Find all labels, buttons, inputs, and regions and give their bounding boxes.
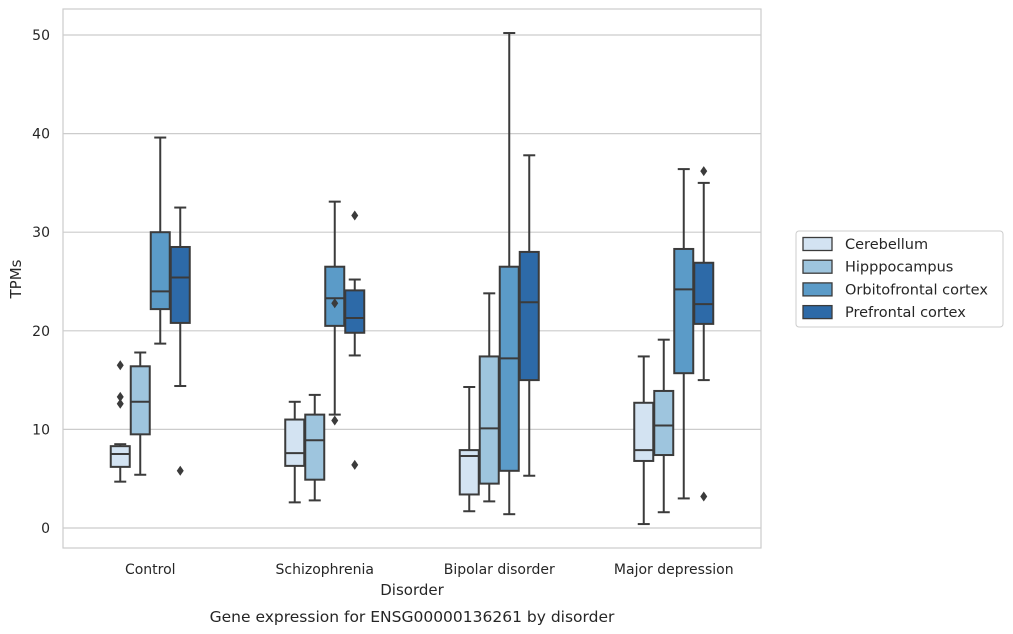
y-tick-labels: 0 10 20 30 40 50 (32, 28, 50, 537)
box (498, 265, 520, 472)
y-tick-label: 0 (41, 521, 50, 537)
outlier-point (331, 298, 339, 309)
series-hipppocampus (129, 292, 675, 514)
outlier-point (351, 459, 359, 470)
plot-frame (62, 8, 762, 549)
outlier-point (176, 465, 184, 476)
box (304, 413, 326, 481)
legend-swatch (802, 259, 833, 274)
box-group (344, 210, 366, 470)
box (109, 445, 131, 468)
legend-swatch (802, 304, 833, 320)
outlier-point (331, 415, 339, 426)
box (653, 389, 675, 457)
x-tick-label: Schizophrenia (276, 562, 374, 578)
outlier-point (116, 391, 124, 402)
outlier-point (116, 398, 124, 409)
box-group (693, 166, 715, 502)
legend-label: Cerebellum (845, 237, 928, 253)
box (518, 250, 540, 382)
legend: Cerebellum Hipppocampus Orbitofrontal cort… (795, 230, 1004, 328)
box (149, 231, 171, 311)
legend-label: Prefrontal cortex (845, 305, 966, 321)
box-group (129, 351, 151, 476)
outlier-point (700, 166, 708, 177)
box (633, 401, 655, 462)
box-group (109, 360, 131, 483)
box-group (169, 206, 191, 476)
outlier-point (351, 210, 359, 221)
box-group (633, 355, 655, 526)
box (673, 247, 695, 375)
x-tick-labels: Control Schizophrenia Bipolar disorder Majo… (125, 562, 734, 578)
x-axis-title: Disorder (380, 581, 444, 599)
box-series (109, 32, 715, 526)
box-group (458, 386, 480, 513)
box-group (478, 292, 500, 503)
box (478, 355, 500, 485)
series-prefrontal-cortex (169, 154, 715, 502)
x-tick-label: Bipolar disorder (444, 562, 555, 578)
y-tick-label: 20 (32, 324, 50, 340)
legend-label: Orbitofrontal cortex (845, 282, 988, 298)
series-cerebellum (109, 355, 655, 526)
y-axis-title: TPMs (7, 259, 25, 299)
y-tick-label: 30 (32, 225, 50, 241)
legend-frame (795, 230, 1004, 328)
outlier-point (700, 491, 708, 502)
chart-caption: Gene expression for ENSG00000136261 by d… (210, 608, 615, 626)
box-group (304, 393, 326, 502)
series-orbitofrontal-cortex (149, 32, 695, 516)
box (344, 289, 366, 334)
box (324, 265, 346, 327)
box (129, 365, 151, 436)
outlier-point (116, 360, 124, 371)
legend-items: Cerebellum Hipppocampus Orbitofrontal cort… (802, 236, 988, 321)
box-group (653, 338, 675, 514)
box-group (149, 136, 171, 345)
legend-swatch (802, 282, 833, 297)
x-tick-label: Control (125, 562, 176, 578)
box (169, 245, 191, 324)
y-tick-label: 50 (32, 28, 50, 44)
legend-swatch (802, 236, 833, 252)
box-group (498, 32, 520, 516)
box (693, 261, 715, 325)
legend-label: Hipppocampus (845, 260, 953, 276)
x-tick-label: Major depression (614, 562, 734, 578)
y-tick-label: 40 (32, 127, 50, 143)
y-tick-label: 10 (32, 422, 50, 438)
box (284, 418, 306, 467)
box-group (518, 154, 540, 477)
